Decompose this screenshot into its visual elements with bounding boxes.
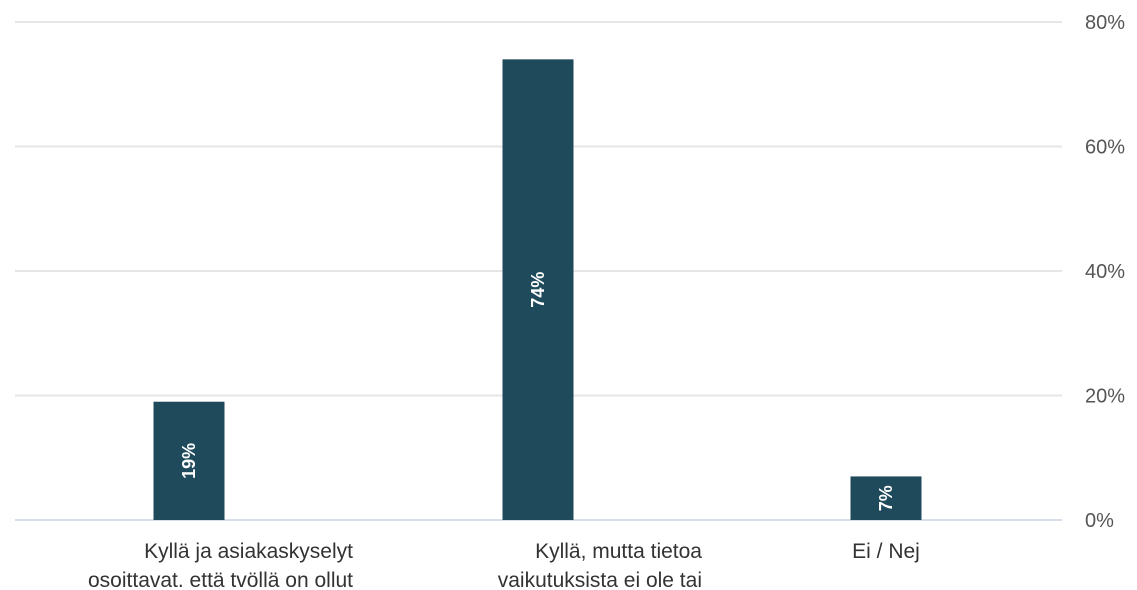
y-axis-tick-labels: 0% 20% 40% 60% 80%: [1085, 12, 1125, 532]
x-category-label: osoittavat. että tvöllä on ollut: [88, 569, 353, 590]
y-tick-label: 40%: [1085, 261, 1125, 283]
bar: [502, 59, 574, 520]
y-tick-label: 0%: [1085, 510, 1114, 532]
bar: [153, 401, 225, 520]
x-category-label: Ei / Nej: [852, 540, 920, 563]
bars: 19% 74% 7%: [153, 59, 922, 520]
x-category-label: vaikutuksista ei ole tai: [498, 569, 702, 590]
y-tick-label: 60%: [1085, 137, 1125, 159]
x-axis-category-labels: Kyllä ja asiakaskyselyt osoittavat. että …: [88, 540, 920, 590]
bar-data-label: 19%: [179, 443, 199, 479]
bar-data-label: 7%: [876, 485, 896, 511]
bar-data-label: 74%: [528, 272, 548, 308]
x-category-label: Kyllä, mutta tietoa: [535, 540, 702, 563]
x-category-label: Kyllä ja asiakaskyselyt: [144, 540, 353, 563]
y-tick-label: 80%: [1085, 12, 1125, 34]
y-tick-label: 20%: [1085, 386, 1125, 408]
bar: [850, 476, 922, 520]
